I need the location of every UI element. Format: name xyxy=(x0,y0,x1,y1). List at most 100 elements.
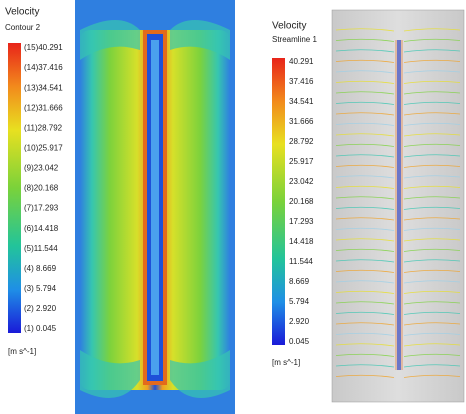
streamline xyxy=(335,364,395,368)
streamline xyxy=(335,185,395,189)
streamline xyxy=(403,322,461,326)
streamline xyxy=(335,133,395,137)
legend-label: 8.669 xyxy=(289,277,310,286)
legend-label: 11.544 xyxy=(289,257,313,266)
streamline xyxy=(403,122,461,126)
streamline xyxy=(403,343,461,347)
legend-label: 20.168 xyxy=(289,197,314,206)
contour-plot xyxy=(75,0,235,414)
streamline xyxy=(335,196,395,200)
legend-label: (10)25.917 xyxy=(24,143,63,152)
streamline xyxy=(335,311,395,315)
legend-label: (15)40.291 xyxy=(24,43,63,52)
streamline xyxy=(335,259,395,263)
legend-label: (1) 0.045 xyxy=(24,324,57,333)
legend-label: 37.416 xyxy=(289,77,314,86)
legend-label: (4) 8.669 xyxy=(24,264,57,273)
streamline xyxy=(403,238,461,242)
streamline xyxy=(335,112,395,116)
legend-label: 14.418 xyxy=(289,237,314,246)
legend-label: (7)17.293 xyxy=(24,204,59,213)
streamline xyxy=(403,70,461,74)
legend-subtitle: Contour 2 xyxy=(5,23,41,32)
streamline xyxy=(403,49,461,53)
streamline xyxy=(403,280,461,284)
legend-label: 40.291 xyxy=(289,57,314,66)
streamline xyxy=(335,49,395,53)
legend-label: (5)11.544 xyxy=(24,244,58,253)
streamline xyxy=(335,101,395,105)
streamline xyxy=(335,238,395,242)
streamline xyxy=(403,269,461,273)
streamline xyxy=(335,80,395,84)
streamline xyxy=(403,332,461,336)
streamline xyxy=(335,280,395,284)
streamline xyxy=(403,101,461,105)
legend-label: 17.293 xyxy=(289,217,314,226)
streamline xyxy=(335,38,395,42)
streamline xyxy=(403,59,461,63)
colorbar xyxy=(8,43,21,333)
streamline xyxy=(403,301,461,305)
streamline xyxy=(335,269,395,273)
streamline xyxy=(335,70,395,74)
streamline xyxy=(403,206,461,210)
streamline xyxy=(403,91,461,95)
legend-label: 0.045 xyxy=(289,337,310,346)
streamline xyxy=(403,259,461,263)
streamline xyxy=(403,311,461,315)
legend-label: (6)14.418 xyxy=(24,224,59,233)
streamline xyxy=(403,28,461,32)
streamline xyxy=(335,248,395,252)
unit-label: [m s^-1] xyxy=(272,358,300,367)
streamline xyxy=(335,322,395,326)
streamline xyxy=(335,91,395,95)
legend-label: 28.792 xyxy=(289,137,314,146)
streamline xyxy=(403,154,461,158)
streamline xyxy=(403,143,461,147)
streamline xyxy=(403,353,461,357)
legend-label: (14)37.416 xyxy=(24,63,63,72)
streamline xyxy=(335,290,395,294)
legend-subtitle: Streamline 1 xyxy=(272,35,317,44)
streamline xyxy=(403,175,461,179)
legend-title: Velocity xyxy=(5,7,39,18)
streamline xyxy=(403,374,461,378)
streamline xyxy=(403,185,461,189)
streamline xyxy=(335,227,395,231)
streamline xyxy=(403,364,461,368)
legend-label: 31.666 xyxy=(289,117,314,126)
streamline xyxy=(403,112,461,116)
streamline xyxy=(335,343,395,347)
colorbar xyxy=(272,58,285,345)
streamline xyxy=(335,154,395,158)
streamline xyxy=(403,227,461,231)
streamline xyxy=(335,301,395,305)
legend-label: (2) 2.920 xyxy=(24,304,57,313)
unit-label: [m s^-1] xyxy=(8,347,36,356)
streamline xyxy=(403,196,461,200)
streamline xyxy=(403,164,461,168)
streamline xyxy=(335,59,395,63)
legend-label: (9)23.042 xyxy=(24,164,59,173)
streamline xyxy=(335,332,395,336)
streamline xyxy=(335,206,395,210)
legend-label: 23.042 xyxy=(289,177,314,186)
streamline xyxy=(403,290,461,294)
legend-label: (11)28.792 xyxy=(24,123,63,132)
streamline xyxy=(403,217,461,221)
legend-label: 34.541 xyxy=(289,97,314,106)
streamline xyxy=(335,122,395,126)
legend-label: (3) 5.794 xyxy=(24,284,57,293)
legend-label: (12)31.666 xyxy=(24,103,63,112)
streamline xyxy=(335,217,395,221)
streamline xyxy=(335,353,395,357)
legend-label: 5.794 xyxy=(289,297,310,306)
legend-label: (8)20.168 xyxy=(24,184,59,193)
streamline xyxy=(335,374,395,378)
legend-label: (13)34.541 xyxy=(24,83,63,92)
streamline xyxy=(335,164,395,168)
legend-title: Velocity xyxy=(272,21,306,32)
streamline xyxy=(403,248,461,252)
